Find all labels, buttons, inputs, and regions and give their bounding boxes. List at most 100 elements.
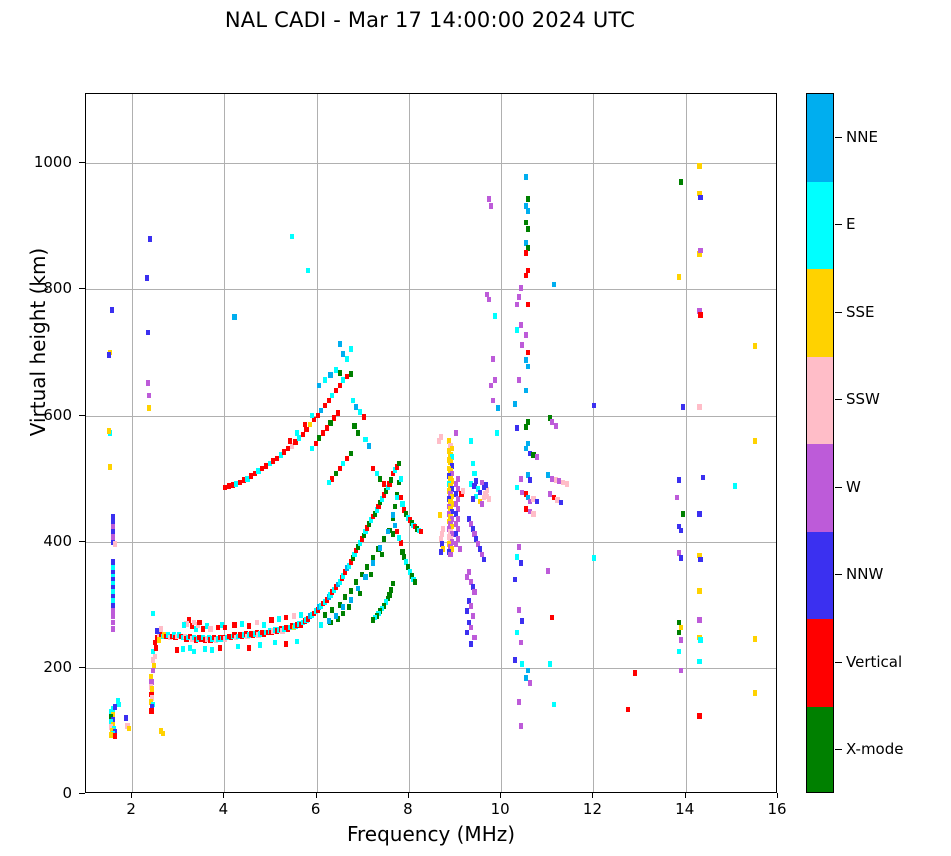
x-axis-tick	[777, 793, 778, 798]
echo-point	[223, 624, 228, 631]
echo-point	[518, 321, 523, 328]
echo-point	[238, 479, 243, 486]
echo-point	[527, 498, 532, 505]
echo-point	[472, 634, 477, 641]
echo-point	[345, 373, 350, 380]
echo-point	[450, 508, 455, 515]
echo-point	[110, 559, 115, 565]
echo-point	[524, 675, 529, 681]
echo-point	[180, 646, 185, 652]
y-axis-label: Virtual height (km)	[26, 247, 50, 437]
echo-point	[112, 733, 118, 739]
echo-point	[112, 704, 117, 710]
colorbar-tick-label: SSE	[846, 302, 875, 321]
echo-point	[110, 567, 115, 574]
echo-point	[217, 644, 222, 651]
y-axis-tick	[79, 288, 85, 290]
echo-point	[474, 478, 479, 485]
y-axis-tick	[79, 793, 85, 794]
echo-point	[337, 340, 342, 347]
gridline-horizontal	[86, 667, 776, 669]
gridline-horizontal	[86, 541, 776, 543]
echo-point	[405, 564, 411, 570]
echo-point	[516, 377, 521, 384]
echo-point	[146, 392, 151, 399]
echo-point	[472, 589, 477, 596]
echo-point	[450, 531, 455, 537]
echo-point	[357, 540, 363, 546]
echo-point	[311, 416, 316, 423]
echo-point	[697, 658, 702, 665]
echo-point	[345, 356, 350, 362]
colorbar-tick-label: NNW	[846, 565, 884, 584]
echo-point	[356, 430, 361, 437]
echo-point	[468, 438, 473, 444]
echo-point	[698, 637, 703, 643]
echo-point	[359, 571, 364, 578]
echo-point	[110, 564, 115, 570]
echo-point	[352, 422, 357, 429]
echo-point	[697, 251, 702, 257]
echo-point	[524, 490, 529, 497]
echo-point	[354, 579, 359, 585]
echo-point	[374, 470, 379, 477]
colorbar-tick-label: E	[846, 215, 856, 234]
echo-point	[512, 576, 518, 583]
echo-point	[524, 272, 529, 279]
echo-point	[525, 349, 531, 356]
echo-point	[512, 401, 518, 408]
plot-area	[85, 93, 777, 793]
echo-point	[391, 470, 396, 477]
echo-point	[453, 430, 459, 437]
echo-point	[453, 490, 459, 497]
echo-point	[487, 195, 492, 202]
echo-point	[328, 372, 333, 379]
echo-point	[208, 625, 213, 632]
echo-point	[402, 554, 407, 560]
echo-point	[525, 195, 531, 202]
echo-point	[330, 475, 335, 482]
echo-point	[110, 575, 115, 582]
echo-point	[110, 601, 115, 608]
y-axis-tick-label: 1000	[33, 153, 72, 172]
colorbar-tick	[835, 574, 842, 576]
echo-point	[525, 267, 531, 274]
echo-point	[479, 501, 484, 507]
echo-point	[341, 460, 346, 467]
echo-point	[546, 567, 551, 574]
echo-point	[341, 610, 346, 617]
echo-point	[109, 306, 114, 313]
echo-point	[677, 648, 682, 655]
echo-point	[393, 503, 398, 510]
echo-point	[592, 402, 597, 409]
echo-point	[409, 572, 414, 579]
echo-point	[518, 560, 523, 567]
echo-point	[679, 667, 684, 674]
echo-point	[453, 521, 459, 527]
echo-point	[525, 472, 531, 478]
echo-point	[464, 629, 470, 636]
echo-point	[153, 653, 158, 660]
y-axis-tick-label: 800	[43, 279, 72, 298]
echo-point	[309, 412, 315, 419]
echo-point	[549, 419, 554, 425]
echo-point	[148, 673, 153, 680]
echo-point	[679, 624, 684, 631]
echo-point	[110, 588, 115, 594]
echo-point	[258, 642, 263, 648]
echo-point	[145, 329, 150, 336]
echo-point	[474, 493, 479, 500]
echo-point	[520, 489, 525, 496]
echo-point	[468, 641, 473, 647]
echo-point	[488, 203, 494, 210]
echo-point	[697, 511, 702, 517]
echo-point	[527, 508, 532, 515]
echo-point	[151, 667, 156, 674]
echo-point	[455, 496, 460, 502]
echo-point	[306, 267, 311, 274]
echo-point	[151, 648, 156, 655]
echo-point	[147, 236, 152, 242]
colorbar-tick	[835, 311, 842, 313]
echo-point	[560, 479, 566, 486]
echo-point	[400, 549, 405, 555]
